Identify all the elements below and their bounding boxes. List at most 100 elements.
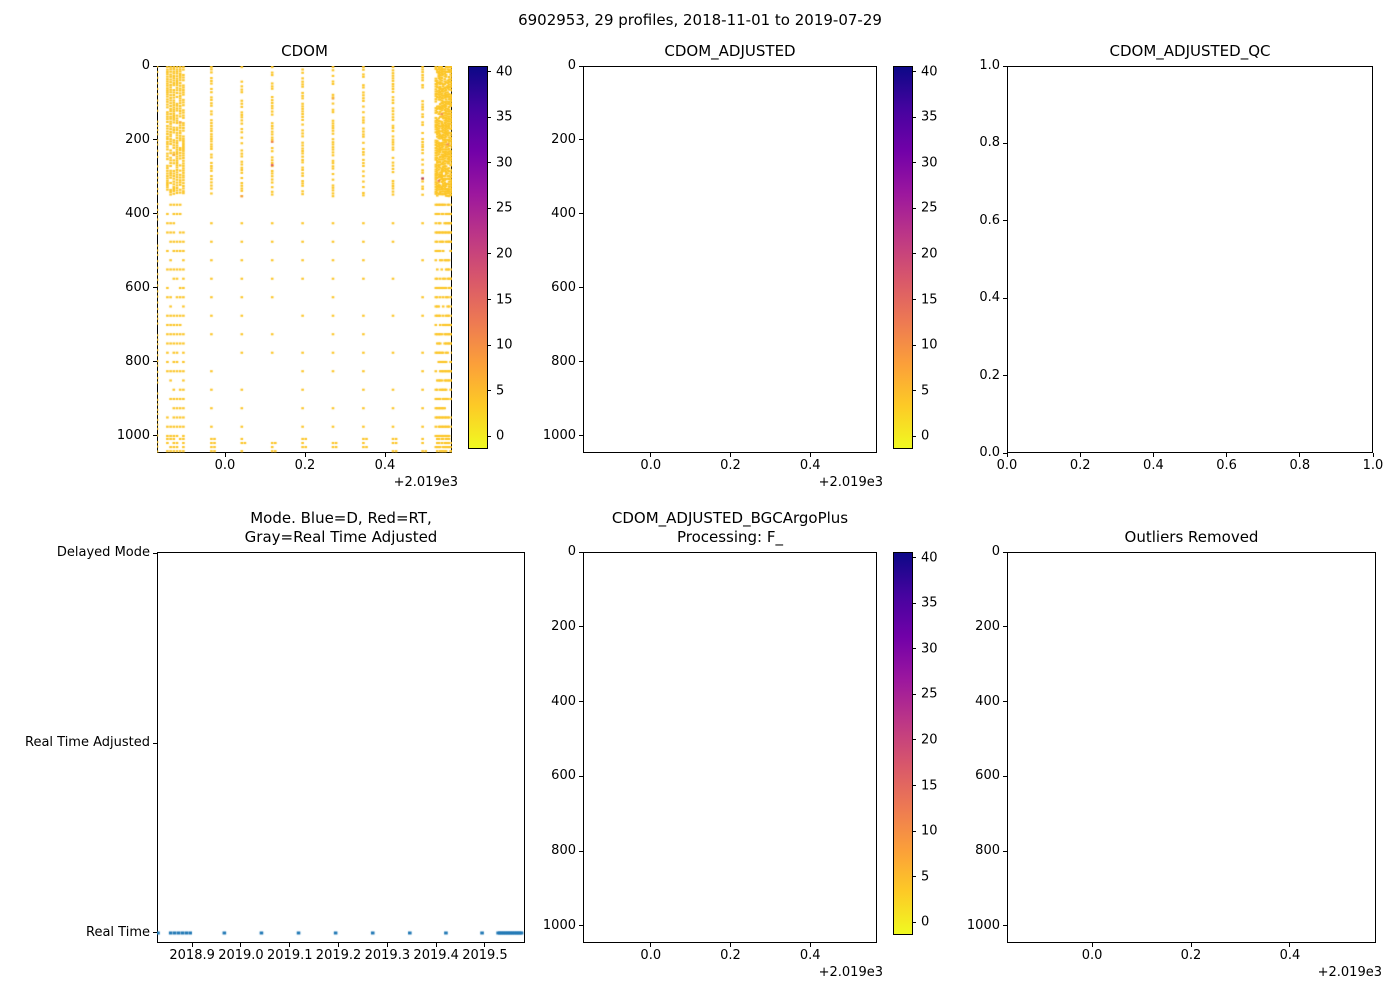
x-tick-label: 2019.3 [364,948,411,963]
cdom-adjusted-axes [583,66,877,453]
x-tick-label: 0.0 [640,948,662,963]
colorbar-tick-mark [487,390,491,392]
x-tick-label: 0.4 [799,948,821,963]
bgc-processing-title: CDOM_ADJUSTED_BGCArgoPlus Processing: F_ [611,509,849,546]
y-tick-mark [579,435,583,437]
colorbar-tick-mark [912,693,916,695]
outliers-removed-panel: Outliers Removed 0.0 0.2 0.4 +2.019e3 0 200 40… [967,528,1382,980]
y-tick-mark [1003,775,1007,777]
y-tick-label: 1000 [542,427,576,443]
y-tick-label: 800 [551,353,576,369]
x-tick-label: 2019.5 [462,948,508,963]
cdom-scatter-canvas [157,66,452,453]
x-tick-mark [650,943,652,947]
colorbar-tick-mark [912,299,916,301]
colorbar-tick-label: 0 [921,428,930,444]
y-tick-label: 0.2 [979,367,1000,383]
x-tick-label: 0.2 [720,948,741,963]
colorbar-tick-label: 35 [921,109,938,125]
y-tick-label: 200 [125,131,150,147]
y-tick-mark [579,139,583,141]
y-tick-mark [579,287,583,289]
x-offset-label: +2.019e3 [818,475,883,490]
colorbar-tick-label: 5 [921,383,930,399]
x-offset-label: +2.019e3 [818,965,883,980]
colorbar-tick-label: 10 [496,337,513,353]
x-tick-label: 0.4 [1279,948,1301,963]
y-tick-mark [579,775,583,777]
x-tick-mark [1006,453,1008,457]
x-tick-label: 0.8 [1289,458,1311,473]
colorbar-tick-mark [912,876,916,878]
colorbar-tick-mark [487,207,491,209]
colorbar-tick-mark [912,785,916,787]
x-tick-label: 0.4 [799,458,821,473]
x-tick-label: 2018.9 [169,948,215,963]
x-tick-mark [1190,943,1192,947]
colorbar-tick-label: 10 [921,823,938,839]
y-tick-label: 200 [551,131,576,147]
y-tick-label: 800 [125,353,150,369]
y-tick-label: 400 [551,205,576,221]
x-tick-mark [1091,943,1093,947]
colorbar-tick-label: 20 [496,246,513,262]
colorbar-tick-mark [487,344,491,346]
mode-panel: Mode. Blue=D, Red=RT, Gray=Real Time Adj… [25,509,525,963]
colorbar-tick-mark [487,162,491,164]
colorbar-tick-label: 35 [496,109,513,125]
colorbar-tick-label: 35 [921,595,938,611]
y-tick-label: 0 [991,544,1000,559]
cdom-adjusted-qc-panel: CDOM_ADJUSTED_QC 0.0 0.2 0.4 0.6 0.8 1.0 0.0 0.… [979,42,1383,473]
y-tick-mark [579,551,583,553]
x-tick-mark [338,943,340,947]
y-tick-mark [153,932,157,934]
y-tick-mark [579,850,583,852]
x-tick-label: 2019.4 [413,948,459,963]
bgc-processing-colorbar: 0 5 10 15 20 25 30 35 40 [893,550,938,935]
colorbar-tick-mark [912,435,916,437]
y-tick-mark [153,361,157,363]
y-tick-label: 200 [551,618,576,634]
colorbar-tick-label: 30 [921,155,938,171]
colorbar-tick-label: 5 [496,383,505,399]
x-tick-label: 0.2 [1180,948,1202,963]
x-tick-mark [1226,453,1228,457]
x-tick-mark [1152,453,1154,457]
colorbar-tick-label: 20 [921,732,938,748]
y-tick-label: 0.0 [979,445,1000,460]
y-tick-label: 0.8 [979,135,1000,151]
y-tick-mark [1003,452,1007,454]
x-tick-mark [1079,453,1081,457]
colorbar-tick-label: 40 [921,64,938,80]
colorbar-tick-label: 25 [921,686,938,702]
colorbar-tick-mark [912,71,916,73]
colorbar-tick-mark [912,162,916,164]
colorbar-tick-mark [912,253,916,255]
y-tick-mark [579,925,583,927]
y-tick-label: 800 [975,843,1000,859]
colorbar-tick-label: 20 [921,246,938,262]
y-tick-mark [1003,850,1007,852]
x-tick-label: 0.0 [640,458,662,473]
cdom-title: CDOM [281,42,328,60]
x-tick-mark [1289,943,1291,947]
colorbar-tick-mark [912,921,916,923]
x-tick-mark [224,453,226,457]
mode-title: Mode. Blue=D, Red=RT, Gray=Real Time Adj… [244,509,438,546]
y-tick-mark [1003,65,1007,67]
colorbar-tick-mark [487,71,491,73]
colorbar-tick-label: 0 [921,914,930,930]
outliers-removed-axes [1007,552,1376,943]
colorbar-tick-label: 25 [496,200,513,216]
y-tick-label: 0 [567,58,576,73]
colorbar-tick-label: 5 [921,869,930,885]
x-tick-mark [435,943,437,947]
y-tick-label: 400 [551,693,576,709]
y-tick-mark [579,361,583,363]
colorbar-tick-label: 25 [921,200,938,216]
cdom-adjusted-colorbar: 0 5 10 15 20 25 30 35 40 [893,64,938,449]
colorbar-tick-label: 15 [921,292,938,308]
colorbar-tick-label: 10 [921,337,938,353]
x-tick-label: 0.4 [374,458,396,473]
